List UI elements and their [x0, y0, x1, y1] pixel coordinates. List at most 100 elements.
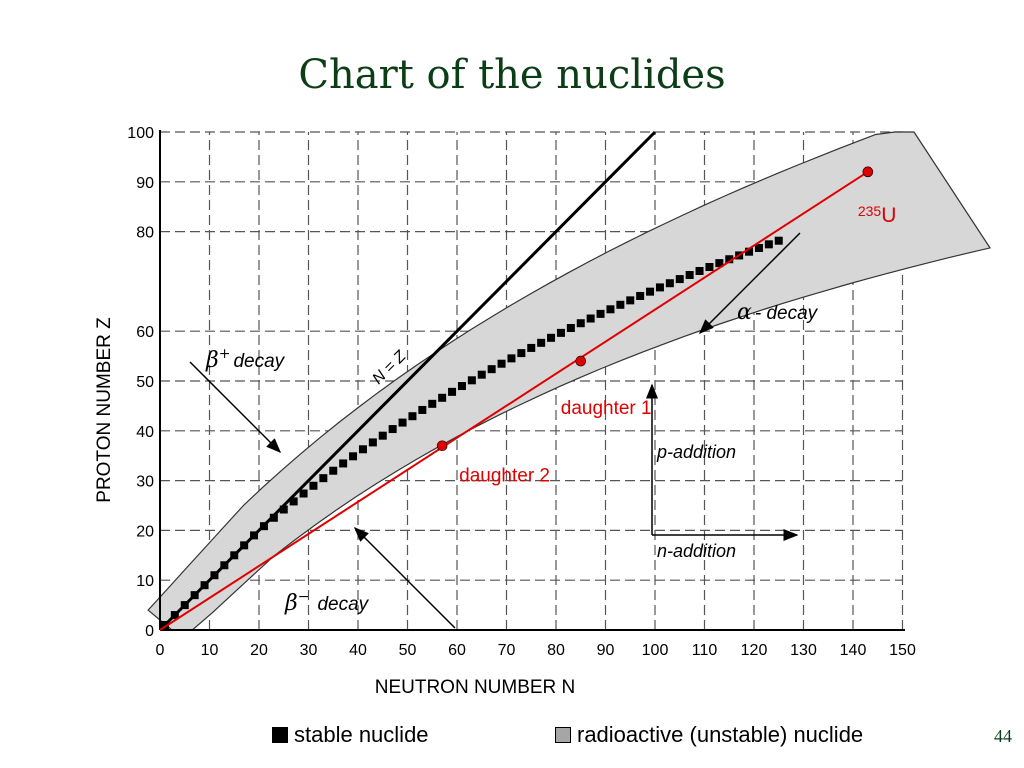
legend-stable-label: stable nuclide [294, 722, 429, 747]
stable-nuclide-mark [537, 338, 546, 347]
nuclide-band [147, 131, 991, 631]
stable-nuclide-mark [764, 240, 773, 249]
alpha-decay-arrow [698, 232, 801, 335]
stable-nuclide-mark [606, 305, 615, 314]
beta-plus-text: decay [233, 351, 285, 372]
daughter-2-label: daughter 2 [459, 466, 550, 487]
stable-nuclide-mark [329, 466, 338, 475]
x-tick-label: 100 [642, 642, 669, 659]
stable-nuclide-mark [378, 431, 387, 440]
stable-nuclide-mark [774, 236, 783, 245]
stable-nuclide-mark [665, 279, 674, 288]
x-tick-label: 40 [349, 642, 367, 659]
page-number: 44 [994, 726, 1012, 746]
y-tick-label: 40 [136, 424, 154, 441]
daughter-1-label: daughter 1 [561, 398, 652, 419]
beta-minus-label: β− decay [284, 589, 370, 616]
stable-nuclide-mark [527, 343, 536, 352]
u235-mass-number: 235 [858, 203, 882, 219]
y-tick-label: 80 [136, 225, 154, 242]
stable-nuclide-mark [566, 324, 575, 333]
x-tick-label: 0 [156, 642, 165, 659]
stable-nuclide-mark [547, 333, 556, 342]
beta-plus-label: β+ decay [205, 346, 286, 373]
stable-nuclide-mark [685, 271, 694, 280]
stable-nuclide-mark [339, 459, 348, 468]
x-tick-label: 90 [597, 642, 615, 659]
u235-symbol: U [881, 204, 896, 227]
stable-nuclide-mark [438, 393, 447, 402]
alpha-decay-label: α- decay [737, 300, 819, 325]
y-tick-labels: 0 10 20 30 40 50 60 80 90 100 [127, 125, 154, 640]
stable-nuclide-mark [754, 243, 763, 252]
stable-nuclide-mark [319, 474, 328, 483]
stable-nuclide-mark [636, 291, 645, 300]
x-tick-label: 120 [741, 642, 768, 659]
x-tick-label: 20 [250, 642, 268, 659]
stable-nuclide-mark [715, 259, 724, 268]
x-tick-labels: 0 10 20 30 40 50 60 70 80 90 100 110 120 130 140 150 [156, 642, 916, 659]
stable-nuclide-mark [517, 349, 526, 358]
stable-nuclide-mark [497, 359, 506, 368]
y-tick-label: 30 [136, 474, 154, 491]
stable-nuclide-mark [428, 399, 437, 408]
stable-nuclide-mark [408, 412, 417, 421]
stable-nuclide-mark [279, 505, 288, 514]
stable-nuclide-mark [477, 370, 486, 379]
axes [159, 130, 905, 631]
stable-nuclide-mark [309, 481, 318, 490]
n-equals-z-line [158, 130, 657, 632]
alpha-text: - decay [755, 303, 819, 324]
beta-plus-arrow [189, 361, 282, 454]
stable-nuclide-mark [289, 497, 298, 506]
stable-nuclide-mark [655, 283, 664, 292]
stable-nuclide-mark [507, 354, 516, 363]
radioactive-swatch [555, 727, 571, 743]
daughter-2-point [436, 440, 448, 452]
legend-radioactive-label: radioactive (unstable) nuclide [577, 722, 864, 747]
x-tick-label: 140 [840, 642, 867, 659]
x-tick-label: 60 [448, 642, 466, 659]
stable-nuclide-mark [269, 513, 278, 522]
x-tick-label: 150 [889, 642, 916, 659]
decay-chain-line [159, 171, 869, 631]
x-tick-label: 130 [790, 642, 817, 659]
x-tick-label: 80 [547, 642, 565, 659]
stable-swatch [272, 727, 288, 743]
stable-nuclide-mark [398, 418, 407, 427]
stable-nuclide-mark [418, 405, 427, 414]
stable-nuclide-mark [695, 266, 704, 275]
x-axis-label: NEUTRON NUMBER N [375, 677, 576, 698]
daughter-1-point [575, 355, 587, 367]
stable-nuclide-mark [368, 438, 377, 447]
stable-nuclide-mark [576, 319, 585, 328]
beta-minus-symbol: β [284, 591, 298, 616]
nuclide-chart: 0 10 20 30 40 50 60 70 80 90 100 110 120 130 140 150 0 1… [94, 125, 991, 698]
stable-nuclide-mark [467, 376, 476, 385]
slide-title: Chart of the nuclides [298, 52, 726, 98]
stable-nuclide-mark [556, 328, 565, 337]
beta-plus-sup: + [219, 346, 231, 362]
beta-plus-symbol: β [205, 348, 219, 373]
stable-nuclide-mark [448, 387, 457, 396]
y-tick-label: 0 [145, 623, 154, 640]
stable-nuclide-mark [745, 247, 754, 256]
radioactive-region [147, 131, 991, 631]
beta-minus-sup: − [298, 589, 310, 605]
stable-nuclide-mark [388, 425, 397, 434]
x-tick-label: 70 [498, 642, 516, 659]
u235-point [862, 166, 874, 178]
stable-nuclide-mark [626, 296, 635, 305]
y-tick-label: 10 [136, 573, 154, 590]
stable-nuclide-mark [596, 309, 605, 318]
x-tick-label: 110 [692, 642, 718, 659]
n-addition-label: n-addition [657, 541, 736, 561]
stable-nuclide-mark [349, 452, 358, 461]
legend-stable: stable nuclide [272, 722, 429, 748]
x-tick-label: 10 [201, 642, 219, 659]
stable-nuclide-mark [299, 489, 308, 498]
stable-nuclide-mark [675, 275, 684, 284]
y-tick-label: 100 [127, 125, 154, 142]
beta-minus-text: decay [317, 594, 369, 615]
stable-nuclide-mark [705, 263, 714, 272]
